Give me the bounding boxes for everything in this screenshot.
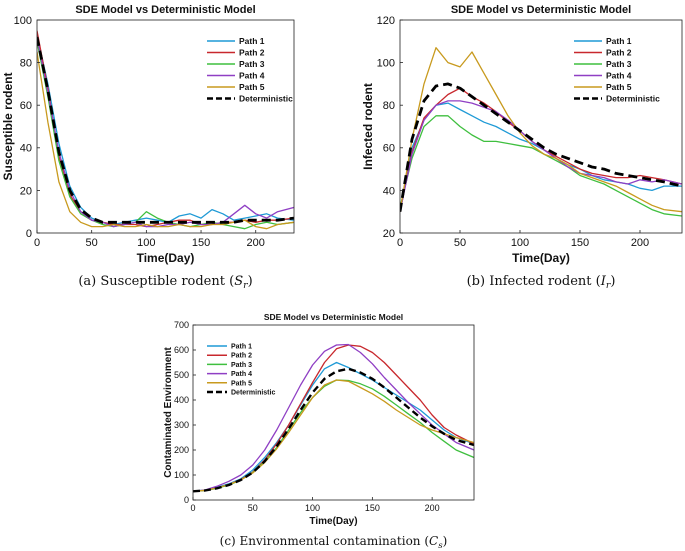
plot-area-b bbox=[400, 20, 682, 233]
y-tick-label: 100 bbox=[377, 57, 395, 69]
legend-label: Deterministic bbox=[231, 389, 275, 396]
legend-label: Path 3 bbox=[239, 59, 265, 69]
y-axis-label: Contaminated Environment bbox=[163, 347, 174, 478]
legend-label: Path 5 bbox=[239, 82, 265, 92]
legend-label: Path 1 bbox=[606, 36, 632, 46]
series-line-path-5 bbox=[193, 380, 474, 491]
y-tick-label: 0 bbox=[184, 495, 189, 505]
y-tick-label: 120 bbox=[377, 15, 395, 27]
x-tick-label: 0 bbox=[190, 503, 195, 513]
legend-label: Path 5 bbox=[231, 380, 252, 387]
series-line-path-4 bbox=[400, 101, 682, 212]
y-tick-label: 100 bbox=[14, 15, 32, 27]
y-tick-label: 80 bbox=[383, 100, 395, 112]
x-tick-label: 50 bbox=[454, 237, 466, 249]
y-tick-label: 500 bbox=[174, 370, 189, 380]
y-axis-label: Susceptible rodent bbox=[1, 72, 15, 180]
chart-canvas: SDE Model vs Deterministic Model 0 50 100 15… bbox=[0, 0, 685, 551]
figure-caption-c: (c) Environmental contamination (Cs) bbox=[220, 534, 448, 551]
x-tick-label: 150 bbox=[192, 237, 210, 249]
chart-title-b: SDE Model vs Deterministic Model bbox=[451, 4, 631, 16]
y-tick-label: 40 bbox=[383, 185, 395, 197]
y-axis-label: Infected rodent bbox=[361, 83, 375, 170]
series-line-path-1 bbox=[400, 103, 682, 212]
y-tick-label: 200 bbox=[174, 445, 189, 455]
y-tick-label: 0 bbox=[26, 228, 32, 240]
y-tick-label: 600 bbox=[174, 345, 189, 355]
chart-title-c: SDE Model vs Deterministic Model bbox=[264, 312, 403, 322]
series-line-path-3 bbox=[193, 380, 474, 491]
chart-panel-a: SDE Model vs Deterministic Model 0 50 100 15… bbox=[1, 4, 294, 291]
y-tick-label: 60 bbox=[20, 100, 32, 112]
x-axis-label: Time(Day) bbox=[512, 251, 570, 265]
x-tick-label: 150 bbox=[365, 503, 380, 513]
legend-label: Path 1 bbox=[239, 36, 265, 46]
x-axis-label: Time(Day) bbox=[137, 251, 195, 265]
series-group-b bbox=[400, 48, 682, 216]
y-tick-label: 40 bbox=[20, 143, 32, 155]
legend-label: Path 2 bbox=[606, 47, 632, 57]
x-tick-label: 200 bbox=[247, 237, 265, 249]
y-tick-label: 60 bbox=[383, 143, 395, 155]
chart-title-a: SDE Model vs Deterministic Model bbox=[75, 4, 255, 16]
legend-label: Path 1 bbox=[231, 343, 252, 350]
chart-panel-b: SDE Model vs Deterministic Model 0 50 100 15… bbox=[361, 4, 682, 291]
y-tick-label: 20 bbox=[383, 228, 395, 240]
legend-label: Path 3 bbox=[231, 362, 252, 369]
y-tick-label: 700 bbox=[174, 320, 189, 330]
legend-c: Path 1 Path 2 Path 3 Path 4 Path 5 Determinis… bbox=[207, 343, 275, 396]
legend-label: Path 4 bbox=[239, 70, 265, 80]
figure-caption-a: (a) Susceptible rodent (Sr) bbox=[78, 274, 252, 291]
x-tick-label: 0 bbox=[397, 237, 403, 249]
legend-label: Deterministic bbox=[239, 93, 293, 103]
x-tick-label: 150 bbox=[571, 237, 589, 249]
figure-caption-b: (b) Infected rodent (Ir) bbox=[467, 274, 616, 291]
legend-label: Path 3 bbox=[606, 59, 632, 69]
chart-panel-c: SDE Model vs Deterministic Model 0 50 100 15… bbox=[163, 312, 474, 551]
series-line-path-3 bbox=[400, 116, 682, 216]
series-line-path-2 bbox=[400, 88, 682, 212]
y-tick-label: 20 bbox=[20, 185, 32, 197]
legend-label: Path 4 bbox=[606, 70, 632, 80]
x-tick-label: 100 bbox=[511, 237, 529, 249]
y-tick-label: 100 bbox=[174, 470, 189, 480]
series-line-path-5 bbox=[400, 48, 682, 212]
legend-label: Path 2 bbox=[239, 47, 265, 57]
x-tick-label: 50 bbox=[86, 237, 98, 249]
x-tick-label: 0 bbox=[34, 237, 40, 249]
x-axis-label: Time(Day) bbox=[309, 516, 357, 527]
y-tick-label: 80 bbox=[20, 57, 32, 69]
legend-label: Path 5 bbox=[606, 82, 632, 92]
x-tick-label: 200 bbox=[631, 237, 649, 249]
y-tick-label: 400 bbox=[174, 395, 189, 405]
x-tick-label: 100 bbox=[305, 503, 320, 513]
legend-label: Deterministic bbox=[606, 93, 660, 103]
x-tick-label: 50 bbox=[248, 503, 258, 513]
legend-label: Path 2 bbox=[231, 353, 252, 360]
x-tick-label: 200 bbox=[425, 503, 440, 513]
y-tick-label: 300 bbox=[174, 420, 189, 430]
x-tick-label: 100 bbox=[137, 237, 155, 249]
legend-label: Path 4 bbox=[231, 371, 252, 378]
